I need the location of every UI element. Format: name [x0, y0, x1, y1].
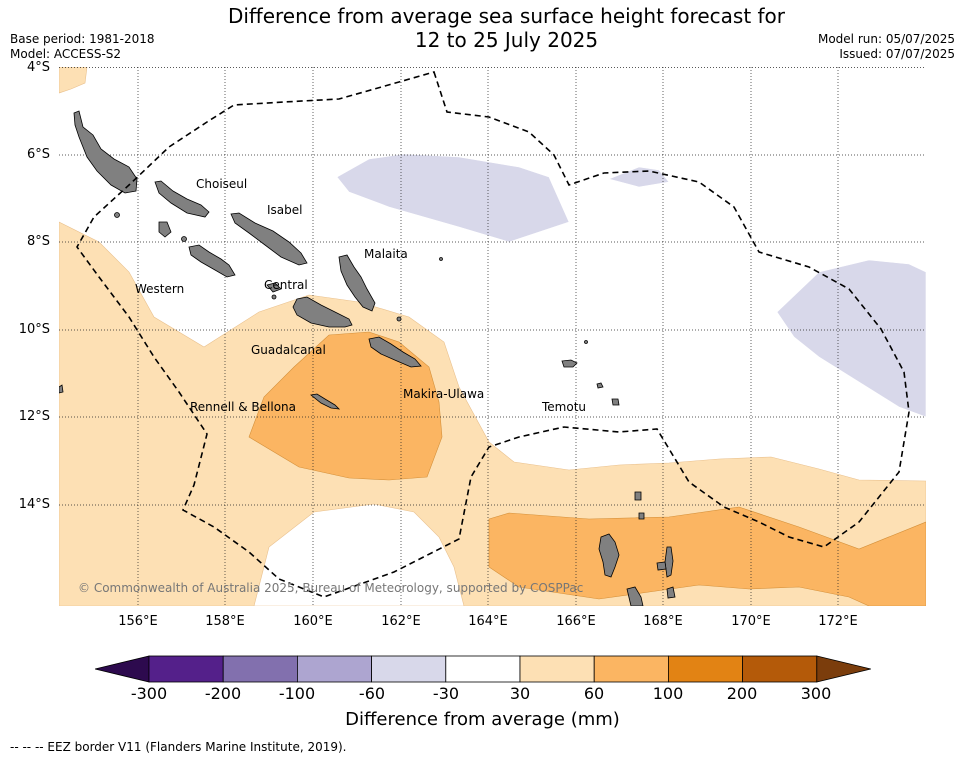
- place-label-isabel: Isabel: [267, 203, 302, 217]
- colorbar-tick-300: 300: [800, 684, 832, 703]
- lat-label-8s: 8°S: [26, 234, 50, 249]
- colorbar-swatch: [222, 655, 298, 683]
- place-label-central: Central: [264, 278, 308, 292]
- colorbar-swatch: [593, 655, 669, 683]
- colorbar-swatch: [519, 655, 595, 683]
- makira-island: [368, 336, 422, 368]
- anomaly-30-60-area-main: [59, 221, 926, 606]
- eez-legend-note: -- -- -- EEZ border V11 (Flanders Marine…: [10, 740, 347, 754]
- place-label-western: Western: [135, 282, 184, 296]
- islet-3: [271, 294, 277, 300]
- map-panel: Choiseul Isabel Malaita Western Central …: [59, 67, 926, 606]
- vanuatu-malekula: [626, 586, 644, 606]
- metadata-right: Model run: 05/07/2025 Issued: 07/07/2025: [818, 32, 955, 62]
- anomaly-neutral-area-south: [253, 503, 465, 606]
- colorbar-tick-m30: -30: [432, 684, 460, 703]
- temotu-island-3: [611, 398, 620, 406]
- islet-1: [114, 212, 120, 218]
- title-line-1: Difference from average sea surface heig…: [227, 4, 786, 28]
- anomaly-60-100-area-central: [248, 331, 443, 481]
- islet-4: [396, 316, 402, 322]
- colorbar-swatch: [296, 655, 372, 683]
- vanuatu-island-b: [634, 491, 642, 501]
- new-georgia-island: [188, 244, 236, 278]
- rennell-island: [310, 393, 341, 410]
- colorbar-swatch: [742, 655, 818, 683]
- lon-label-160e: 160°E: [293, 614, 333, 629]
- lat-label-14s: 14°S: [18, 497, 50, 512]
- vanuatu-island-c: [638, 512, 645, 520]
- graticule: [59, 67, 926, 606]
- vanuatu-island-e: [666, 586, 676, 599]
- malaita-island: [338, 254, 376, 312]
- anomaly-60-100-areas: [248, 331, 926, 606]
- anomaly-30-60-area-west: [59, 67, 88, 94]
- colorbar-tick-m60: -60: [358, 684, 386, 703]
- islet-2: [181, 236, 187, 242]
- lon-label-156e: 156°E: [118, 614, 158, 629]
- copyright-notice: © Commonwealth of Australia 2025, Bureau…: [78, 581, 583, 595]
- model-run-text: Model run: 05/07/2025: [817, 32, 955, 46]
- colorbar-swatches: [95, 655, 871, 683]
- lon-label-164e: 164°E: [468, 614, 508, 629]
- lon-label-158e: 158°E: [205, 614, 245, 629]
- vanuatu-island-d: [656, 561, 667, 571]
- anomaly-30-60-areas: [59, 67, 926, 606]
- place-label-choiseul: Choiseul: [196, 177, 247, 191]
- colorbar-swatch: [668, 655, 744, 683]
- colorbar-tick-100: 100: [652, 684, 684, 703]
- islet-6: [584, 340, 588, 344]
- base-period-text: Base period: 1981-2018: [10, 32, 155, 46]
- title-line-2: 12 to 25 July 2025: [414, 28, 599, 52]
- lon-label-166e: 166°E: [556, 614, 596, 629]
- colorbar-tick-m100: -100: [278, 684, 316, 703]
- colorbar-swatch: [148, 655, 224, 683]
- colorbar-label: Difference from average (mm): [345, 709, 620, 730]
- place-label-malaita: Malaita: [364, 247, 408, 261]
- lat-label-6s: 6°S: [26, 147, 50, 162]
- colorbar-swatch: [445, 655, 521, 683]
- lat-label-4s: 4°S: [26, 60, 50, 75]
- colorbar-tick-30: 30: [509, 684, 531, 703]
- place-label-rennell-bellona: Rennell & Bellona: [190, 400, 296, 414]
- vanuatu-island-f: [59, 384, 64, 394]
- choiseul-island: [154, 180, 210, 218]
- place-label-temotu: Temotu: [541, 400, 586, 414]
- colorbar-tick-200: 200: [726, 684, 758, 703]
- vanuatu-espiritu-santo: [598, 533, 620, 578]
- place-label-makira-ulawa: Makira-Ulawa: [403, 387, 484, 401]
- land-masses: [59, 110, 676, 606]
- issued-text: Issued: 07/07/2025: [839, 47, 955, 61]
- bougainville-island: [73, 110, 138, 194]
- place-label-guadalcanal: Guadalcanal: [251, 343, 326, 357]
- guadalcanal-island: [292, 296, 353, 328]
- colorbar-arrow-low: [95, 655, 150, 683]
- anomaly-60-100-area-southeast: [488, 506, 926, 606]
- map-title: Difference from average sea surface heig…: [0, 4, 965, 52]
- isabel-island: [230, 212, 308, 266]
- islet-5: [439, 257, 443, 261]
- lon-label-168e: 168°E: [643, 614, 683, 629]
- lon-label-170e: 170°E: [731, 614, 771, 629]
- lon-label-172e: 172°E: [818, 614, 858, 629]
- metadata-left: Base period: 1981-2018 Model: ACCESS-S2: [10, 32, 155, 62]
- colorbar-arrow-high: [816, 655, 871, 683]
- colorbar-swatch: [371, 655, 447, 683]
- temotu-island-2: [596, 382, 604, 389]
- lat-label-12s: 12°S: [18, 409, 50, 424]
- colorbar-tick-m300: -300: [130, 684, 168, 703]
- anomaly-negative-area-east: [776, 259, 926, 418]
- central-islands: [266, 282, 282, 293]
- model-text: Model: ACCESS-S2: [10, 47, 122, 61]
- lon-label-162e: 162°E: [381, 614, 421, 629]
- colorbar-tick-m200: -200: [204, 684, 242, 703]
- vella-lavella-island: [158, 221, 172, 238]
- colorbar: [95, 655, 871, 683]
- colorbar-tick-60: 60: [583, 684, 605, 703]
- temotu-island-1: [561, 359, 578, 368]
- lat-label-10s: 10°S: [18, 322, 50, 337]
